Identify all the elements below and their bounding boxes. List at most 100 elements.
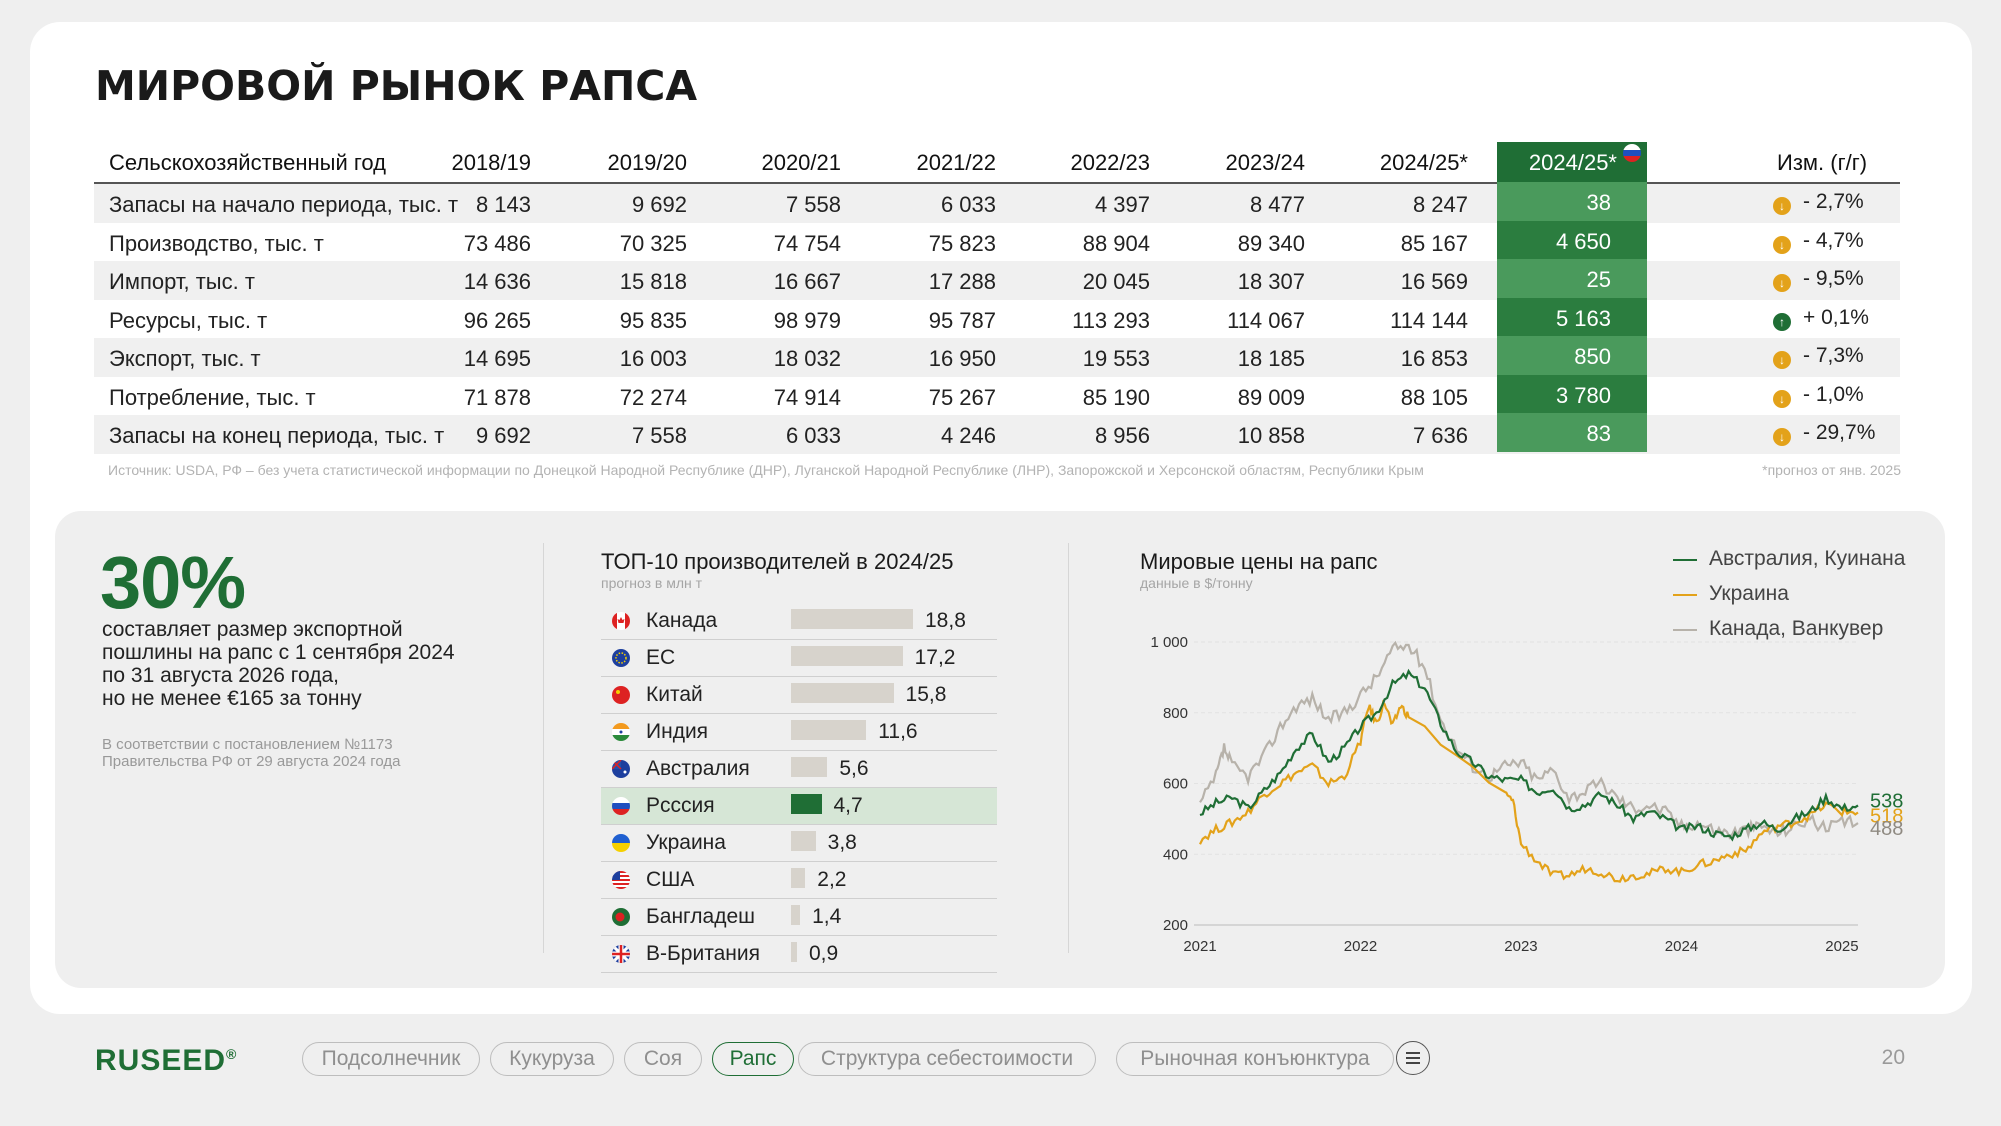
arrow-down-icon: ↓ bbox=[1773, 235, 1791, 254]
producer-row: США 2,2 bbox=[601, 862, 997, 899]
page-title: МИРОВОЙ РЫНОК РАПСА bbox=[95, 62, 698, 110]
nav-tab[interactable]: Соя bbox=[624, 1042, 702, 1076]
change-text: - 1,0% bbox=[1803, 382, 1864, 406]
legend-label: Австралия, Куинана bbox=[1709, 547, 1906, 570]
legend-swatch bbox=[1673, 594, 1697, 596]
logo-text: RUSEED bbox=[95, 1044, 227, 1077]
row-value: 71 878 bbox=[463, 384, 531, 410]
ruseed-logo[interactable]: RUSEED® bbox=[95, 1044, 237, 1078]
duty-note-line: В соответствии с постановлением №1173 bbox=[102, 736, 393, 753]
header-year-label: Сельскохозяйственный год bbox=[109, 150, 386, 175]
header-year: 2018/19 bbox=[451, 150, 531, 175]
flag-us-icon bbox=[612, 871, 630, 889]
row-value: 16 667 bbox=[773, 269, 841, 294]
nav-tab[interactable]: Рапс bbox=[712, 1042, 794, 1076]
header-change: Изм. (г/г) bbox=[1777, 150, 1868, 175]
producer-bar bbox=[791, 609, 913, 629]
row-value: 114 067 bbox=[1227, 307, 1305, 333]
row-value: 18 307 bbox=[1237, 269, 1305, 294]
header-year: 2021/22 bbox=[916, 150, 996, 175]
producer-name: В-Британия bbox=[646, 942, 760, 965]
producer-value: 11,6 bbox=[878, 720, 918, 743]
nav-tab[interactable]: Рыночная конъюнктура bbox=[1116, 1042, 1394, 1076]
row-value: 7 558 bbox=[785, 192, 841, 217]
row-value: 16 003 bbox=[619, 346, 687, 371]
legend-item: Украина bbox=[1673, 582, 1905, 617]
duty-line: пошлины на рапс с 1 сентября 2024 bbox=[102, 641, 455, 664]
header-year: 2020/21 bbox=[761, 150, 841, 175]
arrow-down-icon: ↓ bbox=[1773, 428, 1791, 446]
row-value: 17 288 bbox=[928, 269, 996, 294]
producer-value: 0,9 bbox=[809, 942, 839, 965]
row-value: 73 486 bbox=[463, 230, 531, 256]
registered-icon: ® bbox=[226, 1046, 238, 1062]
change-text: - 4,7% bbox=[1803, 228, 1864, 252]
row-value: 19 553 bbox=[1082, 346, 1150, 371]
legend-swatch bbox=[1673, 629, 1697, 631]
flag-au-icon bbox=[612, 760, 630, 778]
legend-swatch bbox=[1673, 559, 1697, 561]
row-value: 70 325 bbox=[619, 230, 687, 256]
row-label: Ресурсы, тыс. т bbox=[109, 307, 268, 333]
y-tick-label: 400 bbox=[1163, 846, 1188, 863]
x-tick-label: 2023 bbox=[1504, 938, 1537, 955]
row-value: 75 823 bbox=[928, 230, 996, 256]
producer-name: Украина bbox=[646, 831, 726, 854]
row-value: 75 267 bbox=[928, 384, 996, 410]
series-line bbox=[1199, 640, 1859, 840]
nav-tab[interactable]: Подсолнечник bbox=[302, 1042, 480, 1076]
row-value: 14 636 bbox=[463, 269, 531, 294]
arrow-down-icon: ↓ bbox=[1773, 351, 1791, 369]
row-value: 88 904 bbox=[1082, 230, 1150, 256]
row-value: 18 185 bbox=[1237, 346, 1305, 371]
producer-bar bbox=[791, 683, 894, 703]
change-value: ↓ - 7,3% bbox=[1773, 344, 1864, 369]
row-value: 8 143 bbox=[475, 192, 531, 217]
producer-bar bbox=[791, 646, 903, 666]
arrow-up-icon: ↑ bbox=[1773, 312, 1791, 331]
change-value: ↑ + 0,1% bbox=[1773, 306, 1869, 331]
duty-line: составляет размер экспортной bbox=[102, 618, 403, 641]
producer-row: Китай 15,8 bbox=[601, 677, 997, 714]
header-year: 2024/25* bbox=[1379, 150, 1468, 175]
producers-list: Канада 18,8 ЕС 17,2 Китай 15,8 Индия 11,6 Австра… bbox=[601, 603, 997, 973]
panel-divider bbox=[543, 543, 544, 953]
russia-value: 25 bbox=[1586, 267, 1611, 292]
duty-line: по 31 августа 2026 года, bbox=[102, 664, 339, 687]
panel-divider bbox=[1068, 543, 1069, 953]
producer-row: В-Британия 0,9 bbox=[601, 936, 997, 973]
row-value: 16 950 bbox=[928, 346, 996, 371]
producer-bar bbox=[791, 831, 816, 851]
nav-tab[interactable]: Структура себестоимости bbox=[798, 1042, 1096, 1076]
duty-text: составляет размер экспортной пошлины на … bbox=[102, 618, 455, 710]
row-value: 8 247 bbox=[1412, 192, 1468, 217]
row-value: 89 009 bbox=[1237, 384, 1305, 410]
x-tick-label: 2024 bbox=[1665, 938, 1698, 955]
nav-tab[interactable]: Кукуруза bbox=[490, 1042, 614, 1076]
bottom-panel bbox=[55, 511, 1945, 988]
russia-cell: 3 780 bbox=[1497, 374, 1647, 413]
duty-percent: 30% bbox=[100, 541, 246, 624]
row-value: 95 787 bbox=[928, 307, 996, 333]
flag-eu-icon bbox=[612, 649, 630, 667]
series-line bbox=[1199, 668, 1859, 842]
russia-value: 83 bbox=[1586, 421, 1611, 446]
producer-bar bbox=[791, 905, 801, 925]
flag-ca-icon bbox=[612, 612, 630, 630]
russia-cell: 83 bbox=[1497, 413, 1647, 452]
chart-subtitle: данные в $/тонну bbox=[1140, 575, 1253, 591]
russia-flag-icon bbox=[1623, 144, 1641, 162]
row-label: Производство, тыс. т bbox=[109, 230, 324, 256]
market-table: Сельскохозяйственный год 2018/19 2019/20 2… bbox=[94, 142, 1900, 454]
arrow-down-icon: ↓ bbox=[1773, 197, 1791, 215]
y-tick-label: 1 000 bbox=[1150, 634, 1188, 651]
legend-item: Австралия, Куинана bbox=[1673, 547, 1905, 582]
row-value: 88 105 bbox=[1400, 384, 1468, 410]
series-end-label: 488 bbox=[1870, 818, 1903, 840]
x-tick-label: 2021 bbox=[1183, 938, 1216, 955]
legend-label: Украина bbox=[1709, 582, 1789, 605]
row-value: 9 692 bbox=[475, 423, 531, 448]
row-value: 15 818 bbox=[619, 269, 687, 294]
producer-row: Индия 11,6 bbox=[601, 714, 997, 751]
menu-icon[interactable] bbox=[1396, 1041, 1430, 1075]
